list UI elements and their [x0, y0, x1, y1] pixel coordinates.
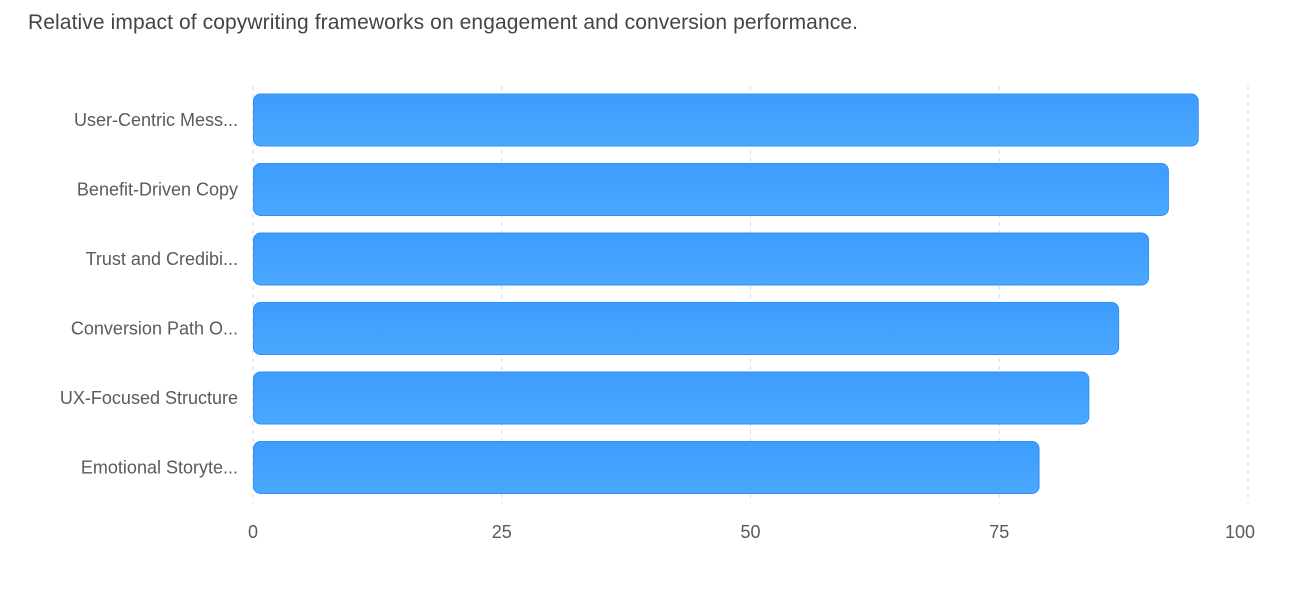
- bar-0[interactable]: [253, 93, 1199, 147]
- x-tick-label: 75: [989, 522, 1009, 542]
- x-tick-label: 50: [740, 522, 760, 542]
- x-axis-labels: 0 25 50 75 100: [248, 522, 1255, 542]
- x-tick-label: 0: [248, 522, 258, 542]
- grid-layer: [252, 86, 1249, 503]
- bar-1[interactable]: [253, 163, 1169, 216]
- bar-2[interactable]: [253, 232, 1149, 286]
- y-category-label: User-Centric Mess...: [74, 110, 238, 130]
- y-category-label: Trust and Credibi...: [86, 249, 238, 269]
- y-category-label: Emotional Storyte...: [81, 458, 238, 478]
- bar-4[interactable]: [253, 371, 1090, 425]
- y-category-label: Conversion Path O...: [71, 319, 238, 339]
- bars-layer: [253, 93, 1199, 494]
- x-tick-label: 100: [1225, 522, 1255, 542]
- x-tick-label: 25: [492, 522, 512, 542]
- y-axis-labels: User-Centric Mess... Benefit-Driven Copy T…: [60, 110, 238, 478]
- bar-3[interactable]: [253, 302, 1120, 355]
- bar-5[interactable]: [253, 441, 1040, 494]
- chart-subtitle: Relative impact of copywriting framework…: [28, 11, 859, 34]
- y-category-label: Benefit-Driven Copy: [77, 180, 238, 200]
- y-category-label: UX-Focused Structure: [60, 388, 238, 408]
